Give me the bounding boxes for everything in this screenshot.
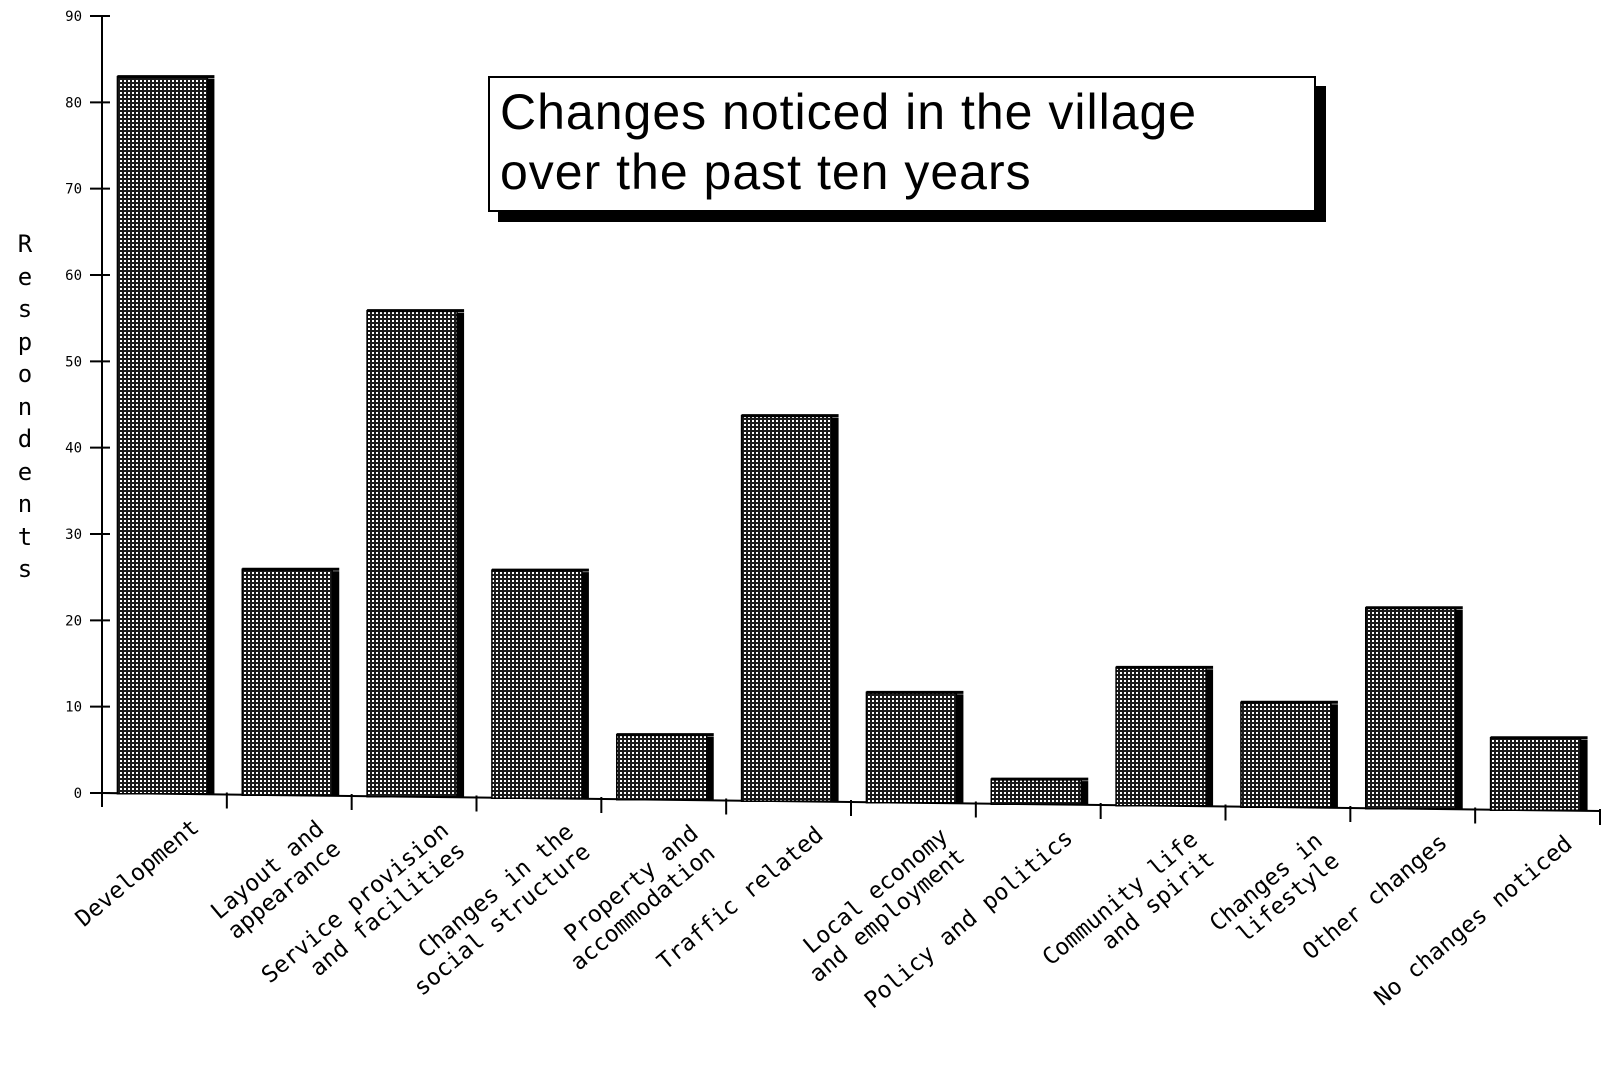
- bar-shadow: [581, 572, 589, 799]
- bar: [116, 75, 215, 795]
- bar-shadow: [1081, 781, 1089, 805]
- y-tick-label: 50: [65, 354, 82, 370]
- chart-title-line-1: Changes noticed in the village: [500, 84, 1198, 140]
- bar-shadow: [1330, 704, 1338, 808]
- y-axis-label-letter: e: [17, 262, 33, 291]
- bar-shadow: [1455, 609, 1463, 809]
- x-tick-label-line: Development: [71, 814, 204, 932]
- bar-body: [116, 75, 209, 795]
- bar: [616, 733, 714, 801]
- y-axis-label-letter: s: [17, 555, 33, 583]
- y-axis-label-letter: n: [17, 392, 33, 421]
- y-axis-label-letter: s: [17, 295, 33, 323]
- axes: 0 10 20 30 40 50 60 70 80 90: [65, 9, 1601, 825]
- y-axis-label-letter: o: [17, 360, 33, 388]
- bar: [1240, 700, 1338, 809]
- bar-shadow: [457, 312, 465, 797]
- bar: [740, 414, 839, 802]
- bar-shadow: [332, 571, 340, 796]
- bar: [241, 567, 340, 796]
- y-tick-label: 0: [74, 786, 82, 802]
- chart-title-line-2: over the past ten years: [500, 144, 1032, 200]
- bar: [990, 777, 1089, 806]
- bar: [1489, 736, 1588, 811]
- bars: [116, 75, 1588, 811]
- bar: [1365, 606, 1463, 810]
- bar-body: [241, 568, 333, 796]
- y-axis-label-letter: R: [17, 230, 33, 258]
- y-axis-label-letter: n: [17, 490, 33, 518]
- y-tick-label: 20: [65, 613, 82, 629]
- bar: [1115, 665, 1214, 807]
- y-axis-label-letter: p: [17, 327, 33, 356]
- y-tick-label: 90: [65, 9, 82, 25]
- bar-body: [491, 569, 583, 799]
- y-tick-label: 60: [65, 268, 82, 284]
- y-tick-label: 30: [65, 527, 82, 543]
- y-tick-label: 10: [65, 700, 82, 716]
- bar-body: [1240, 701, 1332, 809]
- bar-body: [865, 691, 958, 804]
- x-tick-label: Development: [71, 814, 204, 932]
- bar: [366, 309, 465, 798]
- bar-shadow: [956, 694, 964, 803]
- bar-body: [740, 414, 833, 802]
- y-axis-label-letter: d: [17, 425, 33, 453]
- y-axis-label-letter: e: [17, 457, 33, 486]
- bar-shadow: [207, 78, 215, 794]
- y-tick-label: 40: [65, 441, 82, 457]
- bar-shadow: [1206, 669, 1214, 806]
- bar-body: [616, 733, 708, 801]
- bar-shadow: [1580, 739, 1588, 811]
- bar-shadow: [706, 736, 714, 800]
- y-tick-label: 70: [65, 182, 82, 198]
- bar-body: [990, 778, 1082, 806]
- bar-body: [1365, 607, 1457, 810]
- bar: [491, 568, 589, 799]
- bar-shadow: [831, 417, 839, 802]
- bar-body: [1115, 666, 1207, 807]
- chart-title-box: Changes noticed in the village over the …: [488, 76, 1316, 212]
- bar: [865, 690, 964, 804]
- y-tick-label: 80: [65, 95, 82, 111]
- bar-body: [1489, 736, 1582, 811]
- y-axis-label-letter: t: [17, 522, 33, 551]
- bar-body: [366, 309, 458, 798]
